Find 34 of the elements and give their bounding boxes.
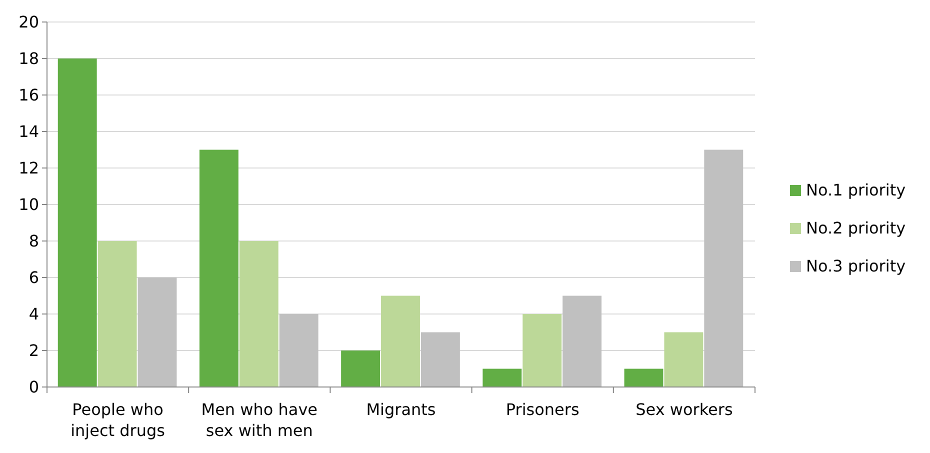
y-tick-label: 10 [18,195,39,214]
bar [381,296,420,387]
bar [98,241,137,387]
y-tick-label: 16 [18,86,39,105]
y-tick-label: 2 [28,341,39,360]
bar [624,368,664,387]
bar [420,332,460,387]
bar [482,368,522,387]
legend-label: No.3 priority [806,256,906,276]
x-tick-label: People who inject drugs [70,400,166,440]
y-tick-label: 20 [18,12,39,32]
y-tick-label: 0 [28,378,39,397]
x-tick-label: Prisoners [506,400,580,419]
bar [138,278,177,387]
y-tick-label: 14 [18,122,39,142]
y-tick-label: 6 [28,268,39,288]
bar [279,314,318,387]
y-tick-label: 4 [28,304,39,324]
bar [562,296,602,387]
y-tick-label: 8 [28,232,39,251]
bar [239,241,278,387]
y-tick-label: 18 [18,49,39,68]
bar [58,58,97,387]
x-tick-label: Sex workers [636,400,733,419]
bar [664,332,704,387]
y-tick-label: 12 [18,158,39,178]
bar [704,150,744,387]
bar [522,314,562,387]
bar [341,350,380,387]
legend-label: No.2 priority [806,218,906,238]
legend-label: No.1 priority [806,180,906,200]
x-tick-label: Men who have sex with men [201,400,318,440]
x-tick-label: Migrants [366,400,436,419]
bar [199,150,238,387]
